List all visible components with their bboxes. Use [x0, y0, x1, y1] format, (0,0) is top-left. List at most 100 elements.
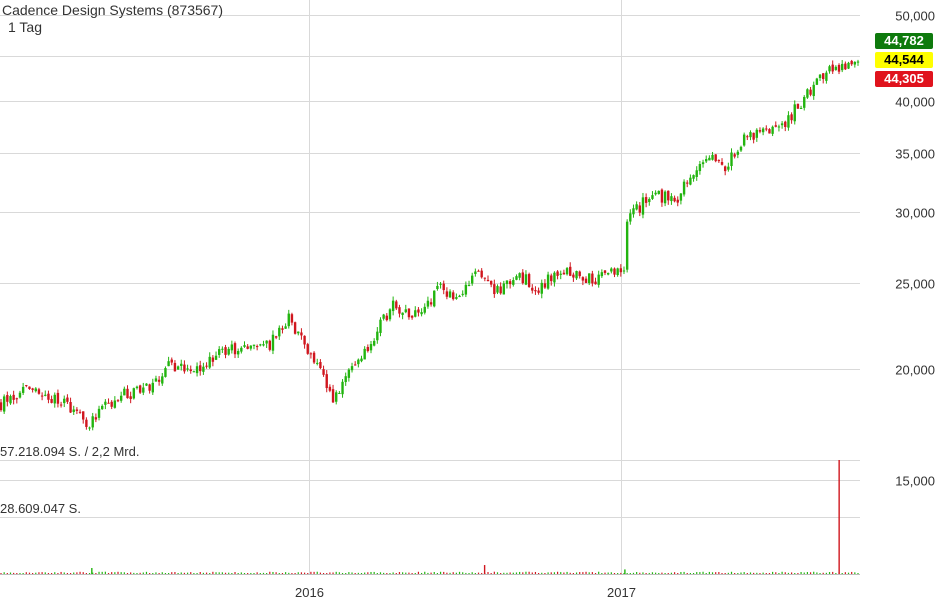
candle-body — [25, 385, 28, 387]
candle-body — [293, 322, 297, 334]
volume-bar — [142, 572, 144, 574]
candle-body — [369, 344, 373, 351]
volume-bar — [38, 572, 40, 574]
y-tick-label: 25,000 — [895, 277, 935, 292]
candle-body — [670, 196, 673, 202]
candle-body — [480, 270, 483, 278]
candle-body — [116, 400, 120, 402]
candle-body — [616, 268, 619, 276]
candle-body — [259, 344, 262, 346]
candle-body — [489, 280, 493, 285]
candle-body — [632, 208, 635, 215]
candle-body — [407, 308, 411, 318]
candle-body — [423, 306, 426, 313]
candle-body — [252, 344, 256, 346]
volume-bar — [316, 571, 318, 574]
volume-bar — [329, 572, 331, 574]
volume-bar — [613, 573, 616, 574]
candle-body — [107, 402, 110, 404]
volume-bar — [32, 573, 34, 574]
candle-body — [202, 366, 205, 372]
volume-bar — [199, 572, 201, 574]
volume-bar — [85, 573, 87, 574]
volume-bar — [240, 572, 242, 574]
candle-body — [271, 334, 275, 351]
candle-body — [145, 383, 148, 386]
volume-bar — [171, 572, 173, 574]
volume-bar — [104, 571, 106, 574]
volume-bar — [623, 573, 625, 574]
volume-bar — [88, 573, 91, 574]
candle-body — [82, 411, 85, 420]
volume-bar — [800, 572, 802, 574]
candle-body — [312, 352, 316, 363]
candle-body — [376, 331, 379, 341]
volume-bar — [730, 571, 733, 574]
candle-body — [44, 394, 47, 396]
candle-body — [499, 286, 502, 294]
candle-body — [455, 297, 458, 299]
candle-body — [761, 128, 765, 133]
volume-bar — [345, 573, 347, 574]
volume-bar — [538, 573, 540, 574]
volume-bar — [158, 573, 160, 574]
candle-body — [88, 427, 91, 429]
volume-bar — [82, 572, 84, 574]
candle-body — [31, 388, 34, 390]
chart-subtitle: 1 Tag — [8, 19, 42, 35]
volume-bar — [528, 571, 530, 574]
candle-body — [569, 266, 572, 276]
candle-body — [91, 416, 94, 428]
candle-body — [167, 361, 170, 367]
candle-body — [591, 273, 594, 284]
candle-body — [550, 275, 553, 282]
volume-bar — [645, 573, 647, 574]
volume-bar — [474, 573, 476, 574]
volume-bar — [168, 573, 170, 574]
volume-bar — [164, 573, 167, 574]
y-tick-label: 15,000 — [895, 474, 935, 489]
candle-body — [129, 396, 132, 400]
volume-bar — [215, 572, 217, 574]
candle-body — [537, 290, 540, 293]
volume-bar — [389, 573, 391, 574]
volume-bar — [835, 573, 837, 574]
volume-bar — [228, 572, 230, 574]
candle-body — [12, 394, 15, 400]
candle-body — [164, 368, 167, 377]
candle-body — [581, 277, 585, 281]
volume-bar — [3, 572, 5, 574]
volume-bar — [708, 571, 710, 574]
candle-body — [483, 277, 487, 279]
volume-bar — [696, 572, 698, 574]
candle-body — [711, 154, 714, 160]
candle-body — [502, 283, 506, 295]
candle-body — [132, 388, 136, 399]
volume-bar — [655, 572, 657, 574]
volume-bar — [772, 571, 774, 574]
candle-body — [265, 340, 268, 344]
candle-body — [246, 346, 249, 349]
candle-body — [56, 392, 60, 404]
candle-body — [856, 61, 860, 63]
candle-body — [840, 63, 844, 71]
candle-body — [594, 281, 597, 285]
volume-bar — [79, 571, 81, 574]
candle-body — [692, 175, 695, 179]
volume-bar — [44, 572, 46, 574]
volume-bar — [66, 573, 69, 574]
candle-body — [262, 344, 265, 346]
volume-spike — [483, 565, 486, 574]
candle-body — [695, 170, 698, 178]
volume-bar — [851, 571, 853, 574]
volume-bar — [509, 572, 511, 574]
candle-body — [742, 134, 746, 146]
candle-body — [338, 392, 341, 394]
candle-body — [297, 331, 300, 334]
candle-body — [243, 345, 246, 347]
volume-bar — [322, 573, 325, 574]
volume-bar — [651, 572, 654, 574]
volume-bar — [563, 572, 565, 574]
volume-bar — [107, 573, 110, 574]
volume-bar — [620, 572, 622, 574]
